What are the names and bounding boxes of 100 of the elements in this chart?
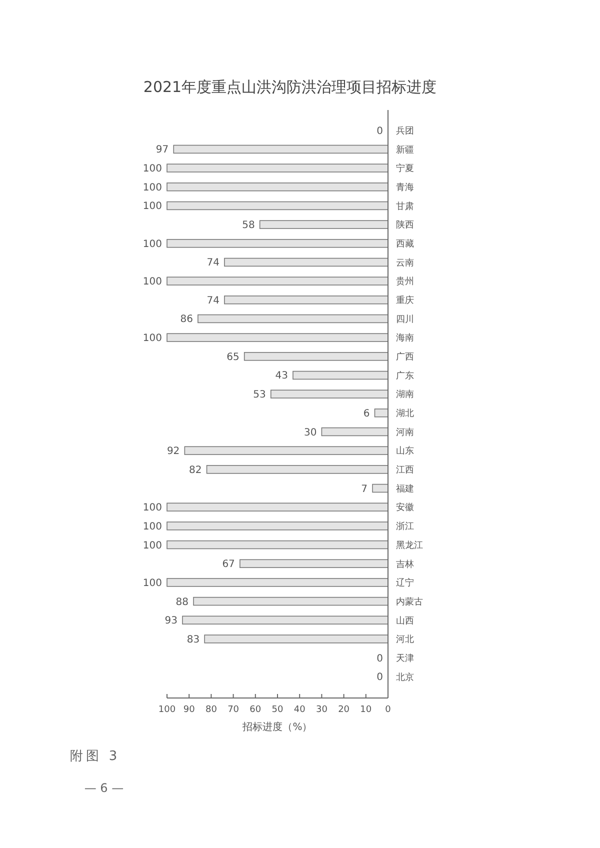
bar	[259, 220, 388, 229]
y-tick-label: 安徽	[396, 502, 414, 514]
data-label: 74	[206, 258, 220, 269]
bar	[244, 352, 388, 361]
y-tick-label: 浙江	[396, 521, 414, 532]
data-label: 0	[376, 126, 383, 137]
data-label: 100	[142, 164, 162, 175]
bar	[166, 182, 388, 192]
data-label: 0	[376, 653, 383, 664]
y-tick-label: 海南	[396, 332, 414, 344]
data-label: 43	[275, 370, 288, 382]
data-label: 53	[253, 390, 266, 401]
y-tick-label: 北京	[396, 672, 414, 683]
x-tick-label: 80	[205, 705, 218, 715]
text: 附图 3	[70, 749, 120, 764]
data-label: 100	[142, 578, 162, 589]
data-label: 100	[142, 276, 162, 288]
data-label: 100	[142, 201, 162, 212]
data-label: 74	[206, 295, 220, 306]
bar	[184, 446, 388, 455]
bar	[166, 276, 388, 286]
bar	[292, 370, 388, 380]
y-tick-label: 吉林	[396, 558, 414, 570]
bar	[224, 258, 388, 267]
y-tick-label: 辽宁	[396, 578, 414, 589]
x-tick-label: 60	[250, 705, 262, 715]
y-tick-label: 福建	[396, 483, 414, 494]
y-tick-label: 甘肃	[396, 200, 414, 212]
bar	[240, 559, 388, 568]
bar	[206, 465, 388, 474]
chart-title: 2021年度重点山洪沟防洪治理项目招标进度	[143, 78, 437, 96]
y-tick-label: 湖南	[396, 389, 414, 400]
bar	[372, 484, 388, 493]
data-label: 100	[142, 333, 162, 344]
bar	[166, 201, 388, 210]
data-label: 100	[142, 502, 162, 514]
y-tick-label: 陕西	[396, 220, 414, 231]
y-tick-label: 广东	[396, 370, 414, 382]
y-tick-label: 贵州	[396, 276, 414, 288]
data-label: 83	[186, 634, 200, 646]
bar	[166, 333, 388, 342]
data-label: 6	[363, 408, 370, 420]
data-label: 7	[361, 484, 368, 495]
y-tick-label: 山东	[396, 446, 414, 457]
text: — 6 —	[84, 781, 124, 795]
bar	[198, 314, 388, 324]
y-tick-label: 内蒙古	[396, 596, 423, 608]
x-tick-label: 90	[183, 705, 196, 715]
bar	[166, 522, 388, 530]
y-tick-label: 重庆	[396, 295, 414, 306]
x-tick-label: 10	[360, 705, 372, 715]
bar	[166, 578, 388, 587]
y-tick-label: 四川	[396, 314, 414, 325]
y-tick-label: 河南	[396, 426, 414, 438]
y-tick-label: 山西	[396, 615, 414, 626]
bar	[204, 634, 388, 644]
data-label: 30	[304, 427, 317, 438]
y-tick-label: 江西	[396, 464, 414, 476]
bar	[166, 502, 388, 512]
bar	[193, 596, 388, 606]
x-tick-label: 50	[272, 705, 284, 715]
y-tick-label: 广西	[396, 352, 414, 363]
y-tick-label: 河北	[396, 634, 414, 646]
x-tick-label: 30	[316, 705, 328, 715]
data-label: 88	[176, 596, 189, 608]
data-label: 65	[226, 352, 240, 363]
data-label: 100	[142, 238, 162, 250]
bar	[166, 239, 388, 248]
data-label: 0	[376, 672, 383, 684]
bar	[321, 427, 388, 436]
data-label: 100	[142, 182, 162, 194]
y-tick-label: 西藏	[396, 238, 414, 250]
data-label: 100	[142, 540, 162, 552]
y-tick-label: 宁夏	[396, 163, 414, 174]
data-label: 97	[156, 144, 169, 156]
bar	[182, 616, 388, 624]
y-tick-label: 新疆	[396, 144, 414, 156]
x-tick-label: 0	[385, 705, 392, 715]
bar	[166, 540, 388, 550]
data-label: 92	[166, 446, 180, 458]
y-tick-label: 湖北	[396, 408, 414, 420]
y-tick-label: 天津	[396, 652, 414, 664]
data-label: 82	[189, 464, 202, 476]
y-tick-label: 黑龙江	[396, 540, 423, 551]
bar	[166, 164, 388, 172]
x-tick-label: 20	[338, 705, 350, 715]
y-tick-label: 兵团	[396, 126, 414, 137]
bar	[224, 296, 388, 304]
bar	[270, 390, 388, 398]
x-axis-title: 招标进度（%）	[242, 721, 312, 733]
bar	[173, 144, 388, 154]
data-label: 58	[242, 220, 255, 232]
data-label: 86	[180, 314, 193, 326]
data-label: 67	[222, 559, 235, 570]
x-tick-label: 70	[228, 705, 240, 715]
x-tick-label: 100	[158, 705, 176, 715]
data-label: 100	[142, 521, 162, 532]
y-tick-label: 青海	[396, 182, 414, 194]
x-tick-label: 40	[294, 705, 306, 715]
data-label: 93	[164, 616, 178, 627]
